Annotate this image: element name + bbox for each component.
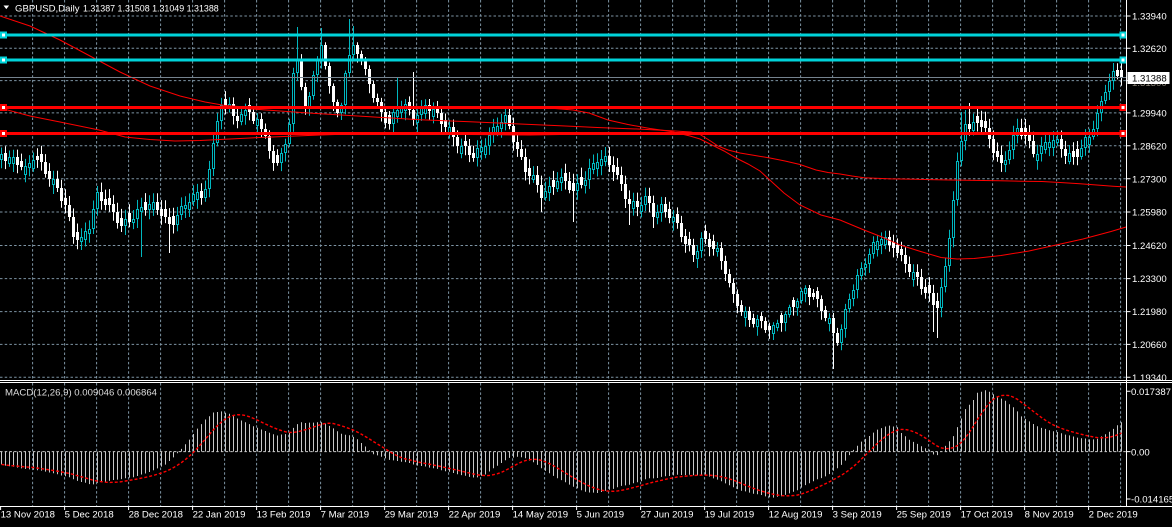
- svg-text:1.23300: 1.23300: [1132, 274, 1167, 285]
- svg-text:19 Jul 2019: 19 Jul 2019: [705, 510, 755, 521]
- svg-text:2 Dec 2019: 2 Dec 2019: [1089, 510, 1138, 521]
- svg-text:28 Dec 2018: 28 Dec 2018: [129, 510, 183, 521]
- svg-text:GBPUSD,Daily: GBPUSD,Daily: [15, 4, 80, 15]
- svg-text:13 Feb 2019: 13 Feb 2019: [257, 510, 311, 521]
- svg-text:14 May 2019: 14 May 2019: [513, 510, 568, 521]
- svg-text:3 Sep 2019: 3 Sep 2019: [833, 510, 882, 521]
- svg-text:1.32620: 1.32620: [1132, 44, 1167, 55]
- svg-text:1.20660: 1.20660: [1132, 340, 1167, 351]
- svg-text:8 Nov 2019: 8 Nov 2019: [1025, 510, 1074, 521]
- svg-text:17 Oct 2019: 17 Oct 2019: [961, 510, 1013, 521]
- svg-text:25 Sep 2019: 25 Sep 2019: [897, 510, 951, 521]
- svg-text:1.21980: 1.21980: [1132, 307, 1167, 318]
- svg-text:27 Jun 2019: 27 Jun 2019: [641, 510, 694, 521]
- svg-text:1.24620: 1.24620: [1132, 241, 1167, 252]
- svg-text:1.27300: 1.27300: [1132, 174, 1167, 185]
- svg-text:22 Jan 2019: 22 Jan 2019: [193, 510, 246, 521]
- svg-text:0.00: 0.00: [1131, 447, 1150, 458]
- svg-text:5 Dec 2018: 5 Dec 2018: [65, 510, 114, 521]
- svg-text:1.31387 1.31508 1.31049 1.3138: 1.31387 1.31508 1.31049 1.31388: [83, 4, 219, 14]
- svg-text:1.19340: 1.19340: [1132, 373, 1167, 384]
- svg-text:12 Aug 2019: 12 Aug 2019: [769, 510, 823, 521]
- svg-text:-0.014165: -0.014165: [1131, 495, 1172, 506]
- svg-text:5 Jun 2019: 5 Jun 2019: [577, 510, 624, 521]
- svg-text:0.017387: 0.017387: [1131, 387, 1171, 398]
- svg-text:1.31388: 1.31388: [1132, 74, 1167, 85]
- svg-text:1.28620: 1.28620: [1132, 141, 1167, 152]
- svg-text:1.25980: 1.25980: [1132, 208, 1167, 219]
- svg-text:1.29940: 1.29940: [1132, 109, 1167, 120]
- svg-text:13 Nov 2018: 13 Nov 2018: [1, 510, 55, 521]
- svg-text:7 Mar 2019: 7 Mar 2019: [321, 510, 370, 521]
- svg-text:29 Mar 2019: 29 Mar 2019: [385, 510, 439, 521]
- svg-text:MACD(12,26,9) 0.009046 0.00686: MACD(12,26,9) 0.009046 0.006864: [5, 388, 158, 399]
- svg-text:1.33940: 1.33940: [1132, 12, 1167, 23]
- svg-text:22 Apr 2019: 22 Apr 2019: [449, 510, 501, 521]
